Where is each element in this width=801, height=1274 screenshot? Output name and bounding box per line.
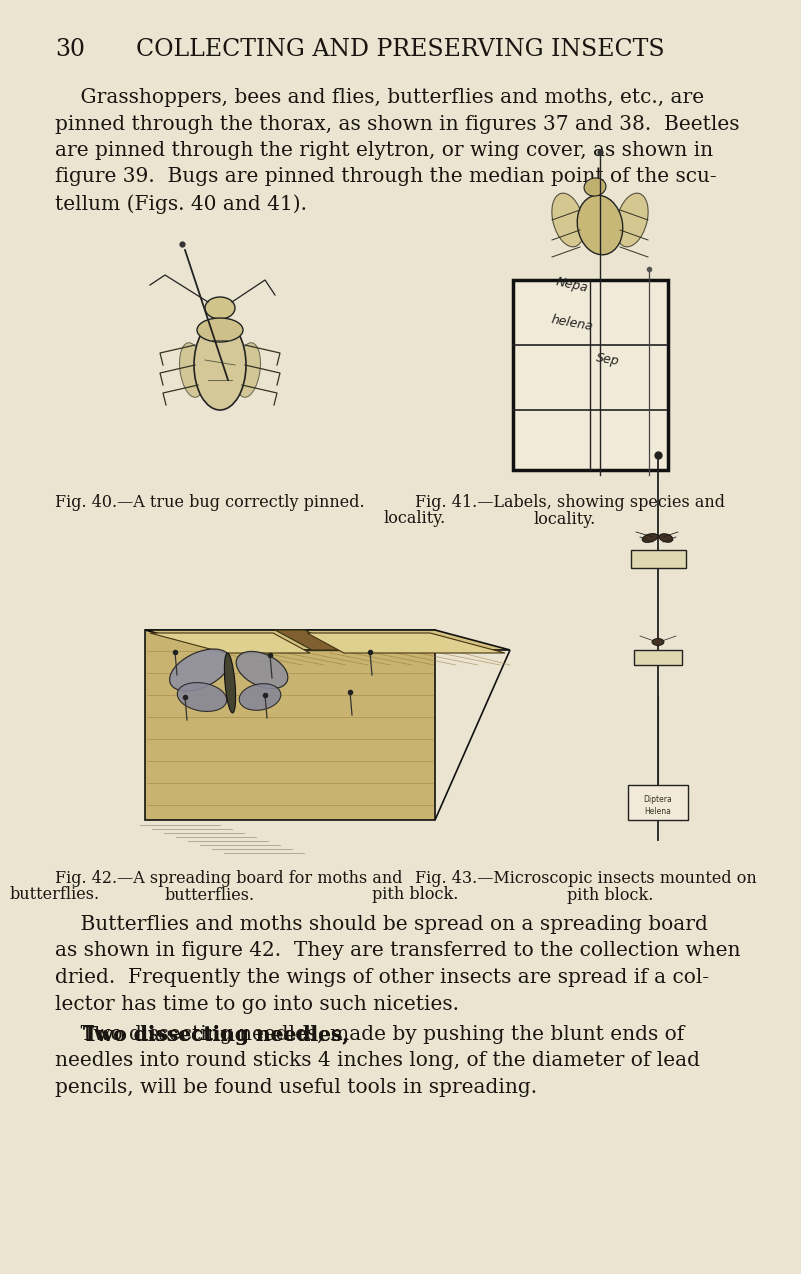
Text: COLLECTING AND PRESERVING INSECTS: COLLECTING AND PRESERVING INSECTS — [135, 38, 664, 61]
Ellipse shape — [170, 648, 231, 691]
Ellipse shape — [177, 683, 227, 711]
Text: Grasshoppers, bees and flies, butterflies and moths, etc., are: Grasshoppers, bees and flies, butterflie… — [55, 88, 704, 107]
Polygon shape — [150, 633, 310, 654]
Text: dried.  Frequently the wings of other insects are spread if a col-: dried. Frequently the wings of other ins… — [55, 968, 709, 987]
Ellipse shape — [659, 534, 673, 543]
Ellipse shape — [197, 318, 243, 341]
Text: Fig. 43.—Microscopic insects mounted on: Fig. 43.—Microscopic insects mounted on — [415, 870, 757, 887]
Text: pencils, will be found useful tools in spreading.: pencils, will be found useful tools in s… — [55, 1078, 537, 1097]
Text: locality.: locality. — [384, 510, 446, 527]
Text: helena: helena — [550, 313, 594, 333]
Text: pinned through the thorax, as shown in figures 37 and 38.  Beetles: pinned through the thorax, as shown in f… — [55, 115, 739, 134]
Ellipse shape — [652, 638, 664, 646]
Text: Helena: Helena — [645, 806, 671, 817]
Text: as shown in figure 42.  They are transferred to the collection when: as shown in figure 42. They are transfer… — [55, 941, 740, 961]
Bar — [513, 280, 668, 470]
Text: lector has time to go into such niceties.: lector has time to go into such niceties… — [55, 995, 459, 1014]
Ellipse shape — [642, 534, 658, 543]
Text: Fig. 40.—A true bug correctly pinned.: Fig. 40.—A true bug correctly pinned. — [55, 494, 364, 511]
Text: needles into round sticks 4 inches long, of the diameter of lead: needles into round sticks 4 inches long,… — [55, 1051, 700, 1070]
Text: Nepa: Nepa — [555, 275, 590, 296]
Text: locality.: locality. — [534, 511, 596, 527]
Text: Diptera: Diptera — [644, 795, 672, 804]
Text: Fig. 41.—Labels, showing species and: Fig. 41.—Labels, showing species and — [415, 494, 725, 511]
Text: Fig. 42.—A spreading board for moths and: Fig. 42.—A spreading board for moths and — [55, 870, 402, 887]
Ellipse shape — [584, 178, 606, 196]
Ellipse shape — [194, 320, 246, 410]
Text: Sep: Sep — [595, 352, 621, 368]
Ellipse shape — [179, 343, 204, 397]
Text: tellum (Figs. 40 and 41).: tellum (Figs. 40 and 41). — [55, 194, 307, 214]
Polygon shape — [435, 650, 510, 820]
Polygon shape — [145, 631, 510, 650]
Ellipse shape — [235, 343, 260, 397]
Ellipse shape — [224, 654, 235, 713]
Bar — [628, 785, 688, 820]
Ellipse shape — [236, 651, 288, 688]
Polygon shape — [145, 631, 435, 820]
Bar — [634, 650, 682, 665]
Text: pith block.: pith block. — [372, 885, 458, 903]
Ellipse shape — [205, 297, 235, 318]
Polygon shape — [275, 631, 342, 650]
Text: are pinned through the right elytron, or wing cover, as shown in: are pinned through the right elytron, or… — [55, 141, 713, 161]
Ellipse shape — [552, 194, 584, 247]
Polygon shape — [307, 633, 505, 654]
Ellipse shape — [616, 194, 648, 247]
Text: 30: 30 — [55, 38, 85, 61]
Text: pith block.: pith block. — [567, 887, 653, 905]
Ellipse shape — [578, 195, 622, 255]
Text: Two dissecting needles, made by pushing the blunt ends of: Two dissecting needles, made by pushing … — [55, 1026, 684, 1043]
Text: butterflies.: butterflies. — [165, 887, 255, 905]
Bar — [631, 550, 686, 568]
Text: butterflies.: butterflies. — [10, 885, 100, 903]
Text: Two dissecting needles,: Two dissecting needles, — [55, 1026, 349, 1045]
Text: Butterflies and moths should be spread on a spreading board: Butterflies and moths should be spread o… — [55, 915, 708, 934]
Ellipse shape — [239, 684, 281, 711]
Text: Two dissecting needles,: Two dissecting needles, — [55, 1026, 349, 1045]
Text: figure 39.  Bugs are pinned through the median point of the scu-: figure 39. Bugs are pinned through the m… — [55, 167, 717, 186]
